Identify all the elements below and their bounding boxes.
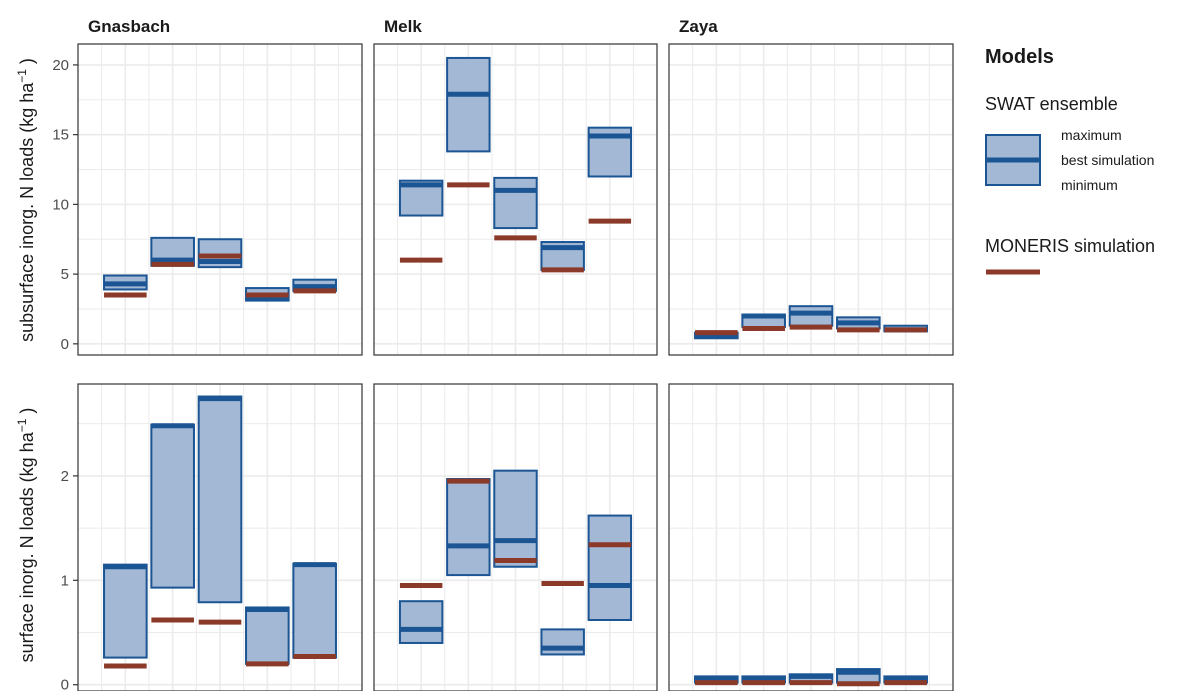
swat-range-bar-melk-1 xyxy=(398,600,444,644)
swat-range-bar-gnasbach-4 xyxy=(245,606,290,665)
swat-range-bar-zaya-3 xyxy=(788,305,834,327)
swat-range-bar-melk-2 xyxy=(446,56,491,153)
legend-swat-maximum: maximum xyxy=(1061,127,1122,143)
y-axis-title-surface: surface inorg. N loads (kg ha−1 ) xyxy=(15,408,37,663)
facet-label-melk: Melk xyxy=(384,17,422,36)
y-axis-title-subsurface: subsurface inorg. N loads (kg ha−1 ) xyxy=(15,58,37,342)
swat-range-bar-gnasbach-1 xyxy=(103,563,148,659)
swat-range-bar-melk-2 xyxy=(446,478,491,577)
y-tick-label: 15 xyxy=(52,127,69,144)
y-tick-label: 1 xyxy=(61,572,69,589)
y-tick-label: 0 xyxy=(61,336,69,353)
swat-range-bar-melk-5 xyxy=(587,514,633,621)
y-tick-label: 2 xyxy=(61,468,69,485)
plot-area: 0 5 10 15 20 0 1 2 xyxy=(52,43,954,691)
legend-swat-best: best simulation xyxy=(1061,152,1154,168)
legend-swat-title: SWAT ensemble xyxy=(985,94,1118,114)
legend: Models SWAT ensemble maximum best simula… xyxy=(985,46,1155,275)
swat-range-bar-melk-3 xyxy=(493,176,538,230)
panel-border-zaya-row2 xyxy=(668,383,954,691)
panel-border-melk-row2 xyxy=(373,383,658,691)
swat-range-bar-gnasbach-5 xyxy=(292,562,337,659)
facet-label-zaya: Zaya xyxy=(679,17,718,36)
legend-title: Models xyxy=(985,46,1054,68)
swat-range-bar-gnasbach-2 xyxy=(150,423,195,589)
y-tick-label: 10 xyxy=(52,196,69,213)
panel-border-gnasbach-row1 xyxy=(77,43,363,356)
swat-range-bar-melk-3 xyxy=(493,469,538,568)
panel-border-melk-row1 xyxy=(373,43,658,356)
legend-swat-minimum: minimum xyxy=(1061,177,1118,193)
y-tick-label: 20 xyxy=(52,57,69,74)
swat-range-bar-gnasbach-3 xyxy=(197,395,243,604)
swat-range-bar-melk-4 xyxy=(540,628,585,656)
panel-border-gnasbach-row2 xyxy=(77,383,363,691)
panel-border-zaya-row1 xyxy=(668,43,954,356)
y-tick-label: 5 xyxy=(61,266,69,283)
y-tick-label: 0 xyxy=(61,677,69,691)
legend-moneris-title: MONERIS simulation xyxy=(985,236,1155,256)
facet-label-gnasbach: Gnasbach xyxy=(88,17,170,36)
